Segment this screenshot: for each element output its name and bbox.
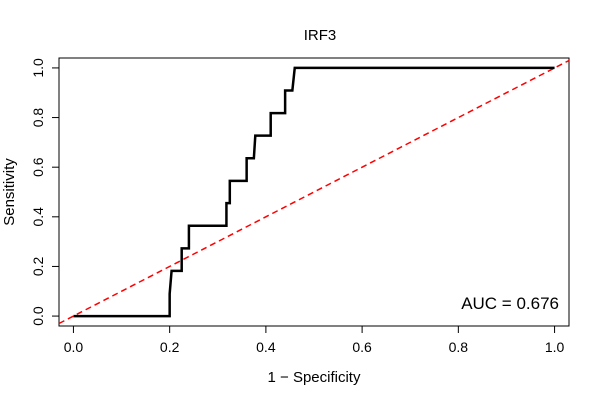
y-tick-label: 0.0 (30, 306, 46, 326)
y-tick-label: 0.4 (30, 207, 46, 227)
y-tick-label: 0.8 (30, 108, 46, 128)
series-layer (58, 59, 570, 325)
y-tick-label: 0.6 (30, 157, 46, 177)
y-tick-label: 0.2 (30, 257, 46, 277)
x-axis: 0.0 0.2 0.4 0.6 0.8 1.0 (64, 325, 565, 355)
x-tick-label: 0.0 (64, 339, 84, 355)
y-axis: 0.0 0.2 0.4 0.6 0.8 1.0 (30, 58, 60, 326)
x-tick-label: 0.8 (449, 339, 469, 355)
auc-annotation: AUC = 0.676 (461, 294, 559, 313)
plot-frame (58, 57, 570, 327)
x-tick-label: 0.4 (256, 339, 276, 355)
y-axis-label: Sensitivity (1, 158, 18, 226)
x-tick-label: 1.0 (545, 339, 565, 355)
reference-diagonal-line (58, 59, 570, 325)
x-tick-label: 0.2 (160, 339, 180, 355)
chart-title: IRF3 (304, 27, 337, 44)
x-axis-label: 1 − Specificity (268, 369, 361, 386)
y-tick-label: 1.0 (30, 58, 46, 78)
x-tick-label: 0.6 (352, 339, 372, 355)
roc-curve (73, 66, 555, 318)
